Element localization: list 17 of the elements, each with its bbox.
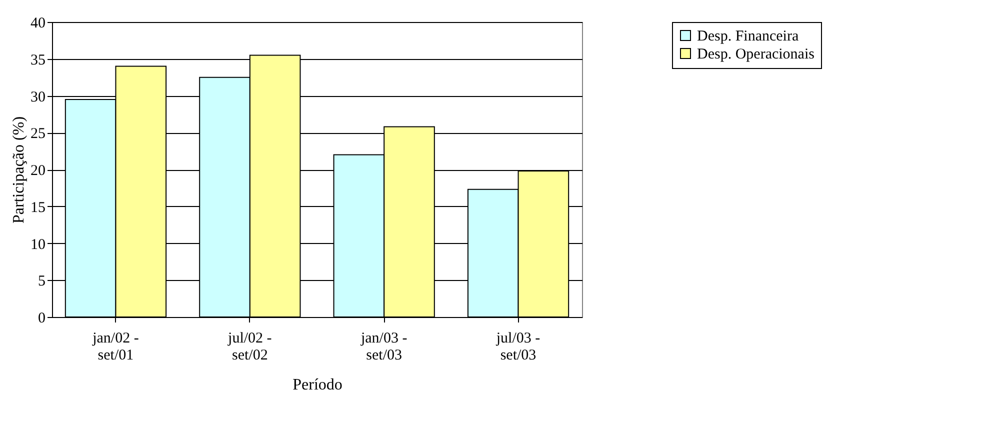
- y-tick-label: 40: [30, 16, 46, 32]
- x-tick-label: jan/03 - set/03: [360, 330, 408, 364]
- x-tick-label: jan/02 - set/01: [92, 330, 139, 364]
- y-tick-label: 20: [30, 163, 46, 179]
- y-tick-label: 10: [30, 236, 46, 253]
- x-axis-title: Período: [292, 376, 342, 394]
- legend-label: Desp. Financeira: [697, 28, 799, 44]
- x-tick-label: jul/03 - set/03: [495, 330, 540, 364]
- y-tick-label: 30: [30, 89, 46, 106]
- y-tick-label: 5: [38, 274, 46, 290]
- y-tick-label: 35: [30, 52, 46, 68]
- y-tick-label: 15: [30, 200, 46, 216]
- legend-label: Desp. Operacionais: [697, 46, 815, 62]
- x-tick-label: jul/02 - set/02: [227, 330, 272, 364]
- y-axis-title: Participação (%): [10, 116, 28, 224]
- y-tick-label: 0: [38, 310, 46, 326]
- y-tick-label: 25: [30, 126, 46, 142]
